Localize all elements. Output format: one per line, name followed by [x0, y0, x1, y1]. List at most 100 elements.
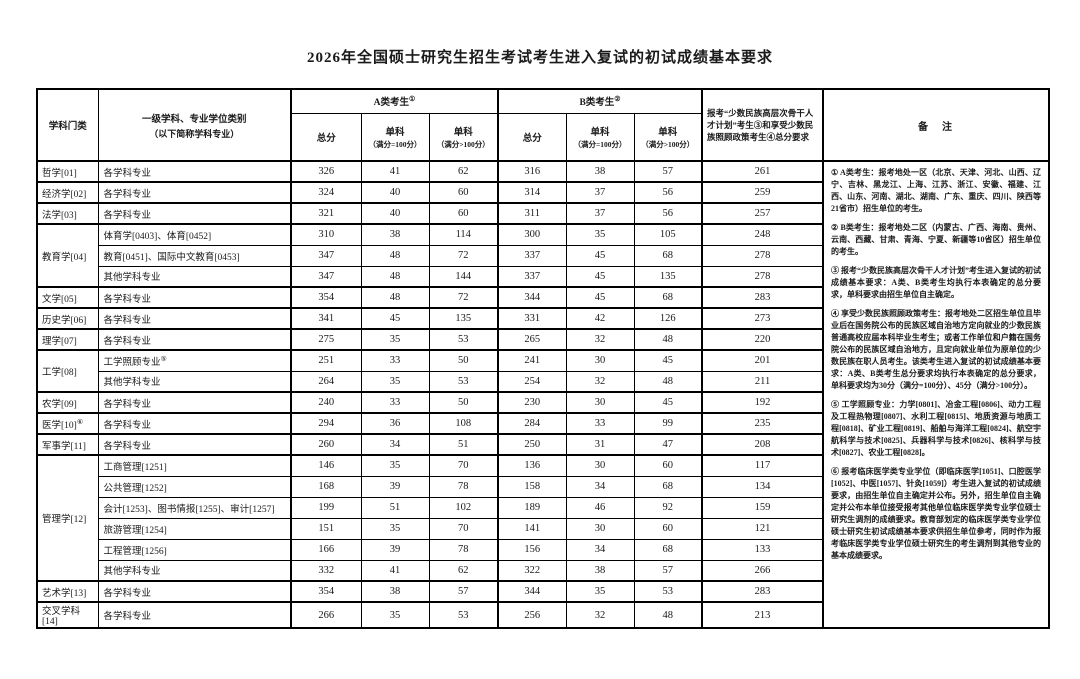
table-row: 哲学[01] 各学科专业 326 41 62 316 38 57 261 ① A类考生：报考地处一…	[36, 160, 1050, 629]
b-single-eq100-cell: 46	[565, 496, 635, 519]
b-single-eq100-cell: 34	[565, 475, 635, 498]
table-row: 教育学[04] 体育学[0403]、体育[0452] 310 38 114 300 35 10…	[36, 223, 1049, 288]
discipline-cell: 旅游管理[1254]	[97, 517, 292, 540]
discipline-cell: 其他学科专业	[97, 559, 292, 582]
header-discipline-line2: （以下简称学科专业）	[149, 128, 240, 139]
a-total-cell: 199	[290, 496, 362, 519]
a-single-eq100-cell: 36	[360, 412, 430, 435]
header-b-total-label: 总分	[522, 133, 542, 144]
a-single-eq100-cell: 51	[360, 496, 430, 519]
b-single-eq100-cell: 30	[565, 349, 635, 372]
subject-category-cell: 医学[10]⑥	[36, 412, 99, 435]
b-total-cell: 156	[497, 538, 567, 561]
header-b-single-eq100-label: 单科	[590, 127, 610, 138]
remarks-paragraph: ① A类考生：报考地处一区（北京、天津、河北、山西、辽宁、吉林、黑龙江、上海、江…	[831, 168, 1042, 213]
subject-category-cell: 工学[08]	[36, 349, 99, 393]
discipline-cell: 体育学[0403]、体育[0452]	[97, 223, 292, 246]
b-total-cell: 230	[497, 391, 567, 414]
minority-total-cell: 159	[701, 496, 824, 519]
b-single-gt100-cell: 68	[633, 244, 703, 267]
header-a-single-eq100-label: 单科	[385, 127, 405, 138]
a-single-eq100-cell: 39	[360, 475, 430, 498]
a-single-eq100-cell: 40	[360, 181, 430, 204]
b-total-cell: 250	[497, 433, 567, 456]
b-single-gt100-cell: 99	[633, 412, 703, 435]
b-single-eq100-cell: 37	[565, 202, 635, 225]
minority-total-cell: 201	[701, 349, 824, 372]
a-single-eq100-cell: 35	[360, 517, 430, 540]
subject-category-cell: 交叉学科[14]	[36, 601, 99, 629]
table-row: 旅游管理[1254] 151 35 70 141 30 60 121	[37, 517, 1049, 540]
table-row: 历史学[06] 各学科专业 341 45 135 331 42 126 273	[36, 307, 1049, 330]
b-total-cell: 241	[497, 349, 567, 372]
a-single-gt100-cell: 114	[428, 223, 499, 246]
a-single-eq100-cell: 33	[360, 349, 430, 372]
subject-category-cell: 农学[09]	[36, 391, 99, 414]
b-single-eq100-cell: 31	[565, 433, 635, 456]
b-single-eq100-cell: 38	[565, 160, 635, 183]
header-a-single-gt100: 单科 （满分>100分）	[428, 112, 499, 162]
discipline-cell: 其他学科专业	[97, 370, 292, 393]
header-b-single-gt100-label: 单科	[658, 127, 678, 138]
b-total-cell: 141	[497, 517, 567, 540]
a-single-eq100-cell: 33	[360, 391, 430, 414]
minority-total-cell: 192	[701, 391, 824, 414]
a-total-cell: 264	[290, 370, 362, 393]
discipline-cell: 工学照顾专业⑤	[97, 349, 292, 372]
discipline-cell: 各学科专业	[97, 160, 292, 183]
table-row: 教育[0451]、国际中文教育[0453] 347 48 72 337 45 68 278	[37, 244, 1049, 267]
a-single-eq100-cell: 35	[360, 454, 430, 477]
score-table: 学科门类 一级学科、专业学位类别 （以下简称学科专业） A类考生① B类考生 ② …	[36, 88, 1051, 629]
header-b-single-eq100: 单科 （满分=100分）	[565, 112, 635, 162]
a-single-gt100-cell: 70	[428, 454, 499, 477]
a-total-cell: 310	[290, 223, 362, 246]
b-total-cell: 284	[497, 412, 567, 435]
header-subject-category: 学科门类	[36, 88, 99, 162]
subject-category-cell: 法学[03]	[36, 202, 99, 225]
remarks-paragraph: ③ 报考“少数民族高层次骨干人才计划”考生进入复试的初试成绩基本要求：A类、B类…	[831, 266, 1042, 299]
subject-category-cell: 军事学[11]	[36, 433, 99, 456]
a-single-eq100-cell: 35	[360, 601, 430, 629]
b-total-cell: 344	[497, 580, 567, 603]
b-single-gt100-cell: 68	[633, 475, 703, 498]
a-total-cell: 168	[290, 475, 362, 498]
a-single-gt100-cell: 50	[428, 349, 499, 372]
discipline-cell: 工商管理[1251]	[97, 454, 292, 477]
b-single-gt100-cell: 60	[633, 454, 703, 477]
header-group-a-label: A类考生	[373, 98, 410, 109]
minority-total-cell: 261	[701, 160, 824, 183]
a-single-gt100-cell: 53	[428, 601, 499, 629]
b-single-eq100-cell: 35	[565, 223, 635, 246]
table-row: 交叉学科[14] 各学科专业 266 35 53 256 32 48 213	[36, 601, 1049, 629]
minority-total-cell: 220	[701, 328, 824, 351]
b-single-eq100-cell: 34	[565, 538, 635, 561]
a-total-cell: 347	[290, 265, 362, 288]
a-total-cell: 354	[290, 580, 362, 603]
header-subject-category-label: 学科门类	[48, 122, 87, 132]
table-row: 军事学[11] 各学科专业 260 34 51 250 31 47 208	[36, 433, 1049, 456]
a-single-gt100-cell: 78	[428, 475, 499, 498]
a-single-gt100-cell: 53	[428, 370, 499, 393]
superscript-note: ⑥	[76, 417, 84, 426]
b-single-gt100-cell: 126	[633, 307, 703, 330]
a-single-gt100-cell: 108	[428, 412, 499, 435]
superscript-note-2: ②	[614, 95, 621, 104]
a-single-gt100-cell: 50	[428, 391, 499, 414]
b-total-cell: 300	[497, 223, 567, 246]
header-discipline: 一级学科、专业学位类别 （以下简称学科专业）	[97, 88, 292, 162]
a-single-gt100-cell: 62	[428, 160, 499, 183]
subject-category-cell: 哲学[01]	[36, 160, 99, 183]
header-a-total: 总分	[290, 112, 362, 162]
minority-total-cell: 133	[701, 538, 824, 561]
a-total-cell: 347	[290, 244, 362, 267]
b-total-cell: 314	[497, 181, 567, 204]
b-single-gt100-cell: 57	[633, 160, 703, 183]
a-single-gt100-cell: 78	[428, 538, 499, 561]
page-title: 2026年全国硕士研究生招生考试考生进入复试的初试成绩基本要求	[306, 50, 773, 66]
subject-category-cell: 经济学[02]	[36, 181, 99, 204]
b-single-eq100-cell: 32	[565, 328, 635, 351]
b-single-gt100-cell: 68	[633, 538, 703, 561]
a-total-cell: 326	[290, 160, 362, 183]
table-row: 公共管理[1252] 168 39 78 158 34 68 134	[37, 475, 1049, 498]
a-single-eq100-cell: 41	[360, 559, 430, 582]
